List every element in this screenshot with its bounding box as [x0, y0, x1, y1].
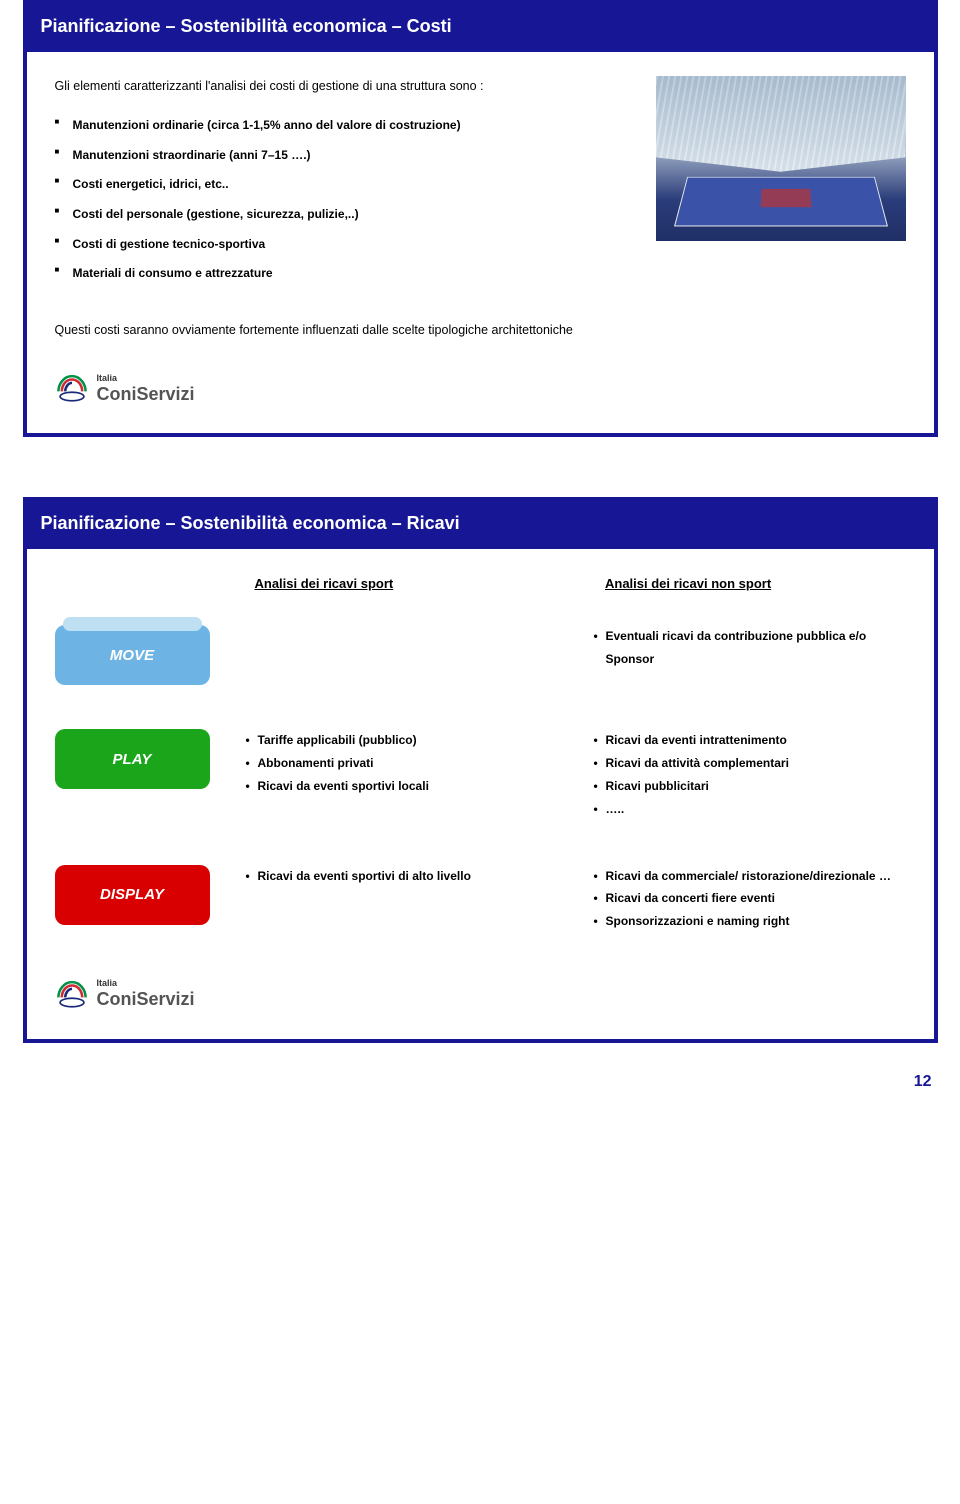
pill-label: DISPLAY [100, 882, 164, 908]
logo-name: ConiServizi [97, 385, 195, 403]
header-nonsport: Analisi dei ricavi non sport [605, 573, 906, 595]
logo-icon [55, 977, 89, 1011]
display-nonsport-col: Ricavi da commerciale/ ristorazione/dire… [594, 865, 906, 933]
list-item: Tariffe applicabili (pubblico) [246, 729, 558, 752]
column-headers: Analisi dei ricavi sport Analisi dei ric… [255, 573, 906, 595]
slide1-bullets: Manutenzioni ordinarie (circa 1-1,5% ann… [55, 115, 636, 285]
slide1-intro: Gli elementi caratterizzanti l'analisi d… [55, 76, 636, 97]
pill-label: MOVE [110, 643, 154, 669]
bullet-item: Manutenzioni straordinarie (anni 7–15 ….… [55, 145, 636, 167]
bullet-item: Manutenzioni ordinarie (circa 1-1,5% ann… [55, 115, 636, 137]
list-item: Ricavi da eventi sportivi di alto livell… [246, 865, 558, 888]
page-number: 12 [23, 1073, 938, 1091]
row-display: DISPLAY Ricavi da eventi sportivi di alt… [55, 865, 906, 933]
bullet-item: Costi energetici, idrici, etc.. [55, 174, 636, 196]
pill-move: MOVE [55, 625, 210, 685]
list-item: Sponsorizzazioni e naming right [594, 910, 906, 933]
list-item: ….. [594, 798, 906, 821]
slide2-body: Analisi dei ricavi sport Analisi dei ric… [27, 549, 934, 1039]
pill-play: PLAY [55, 729, 210, 789]
display-sport-col: Ricavi da eventi sportivi di alto livell… [246, 865, 558, 888]
row-move: MOVE Eventuali ricavi da contribuzione p… [55, 625, 906, 685]
move-nonsport-col: Eventuali ricavi da contribuzione pubbli… [594, 625, 906, 671]
bullet-item: Materiali di consumo e attrezzature [55, 263, 636, 285]
list-item: Ricavi pubblicitari [594, 775, 906, 798]
header-sport: Analisi dei ricavi sport [255, 573, 556, 595]
logo-coniservizi: Italia ConiServizi [55, 371, 906, 405]
slide1-body: Gli elementi caratterizzanti l'analisi d… [27, 52, 934, 433]
bullet-item: Costi del personale (gestione, sicurezza… [55, 204, 636, 226]
bullet-item: Costi di gestione tecnico-sportiva [55, 234, 636, 256]
slide2-title: Pianificazione – Sostenibilità economica… [27, 501, 934, 549]
list-item: Ricavi da attività complementari [594, 752, 906, 775]
logo-top-label: Italia [97, 979, 195, 988]
list-item: Ricavi da concerti fiere eventi [594, 887, 906, 910]
logo-name: ConiServizi [97, 990, 195, 1008]
move-sport-col [246, 625, 558, 635]
list-item: Ricavi da eventi sportivi locali [246, 775, 558, 798]
logo-top-label: Italia [97, 374, 195, 383]
list-item: Ricavi da commerciale/ ristorazione/dire… [594, 865, 906, 888]
play-sport-col: Tariffe applicabili (pubblico) Abbonamen… [246, 729, 558, 797]
slide-ricavi: Pianificazione – Sostenibilità economica… [23, 497, 938, 1043]
pill-display: DISPLAY [55, 865, 210, 925]
logo-icon [55, 371, 89, 405]
slide1-title: Pianificazione – Sostenibilità economica… [27, 4, 934, 52]
slide1-image [656, 76, 906, 241]
play-nonsport-col: Ricavi da eventi intrattenimento Ricavi … [594, 729, 906, 820]
list-item: Ricavi da eventi intrattenimento [594, 729, 906, 752]
list-item: Abbonamenti privati [246, 752, 558, 775]
pill-label: PLAY [113, 747, 152, 773]
logo-coniservizi: Italia ConiServizi [55, 977, 906, 1011]
row-play: PLAY Tariffe applicabili (pubblico) Abbo… [55, 729, 906, 820]
slide1-paragraph: Questi costi saranno ovviamente fortemen… [55, 319, 906, 342]
slide-costi: Pianificazione – Sostenibilità economica… [23, 0, 938, 437]
list-item: Eventuali ricavi da contribuzione pubbli… [594, 625, 906, 671]
